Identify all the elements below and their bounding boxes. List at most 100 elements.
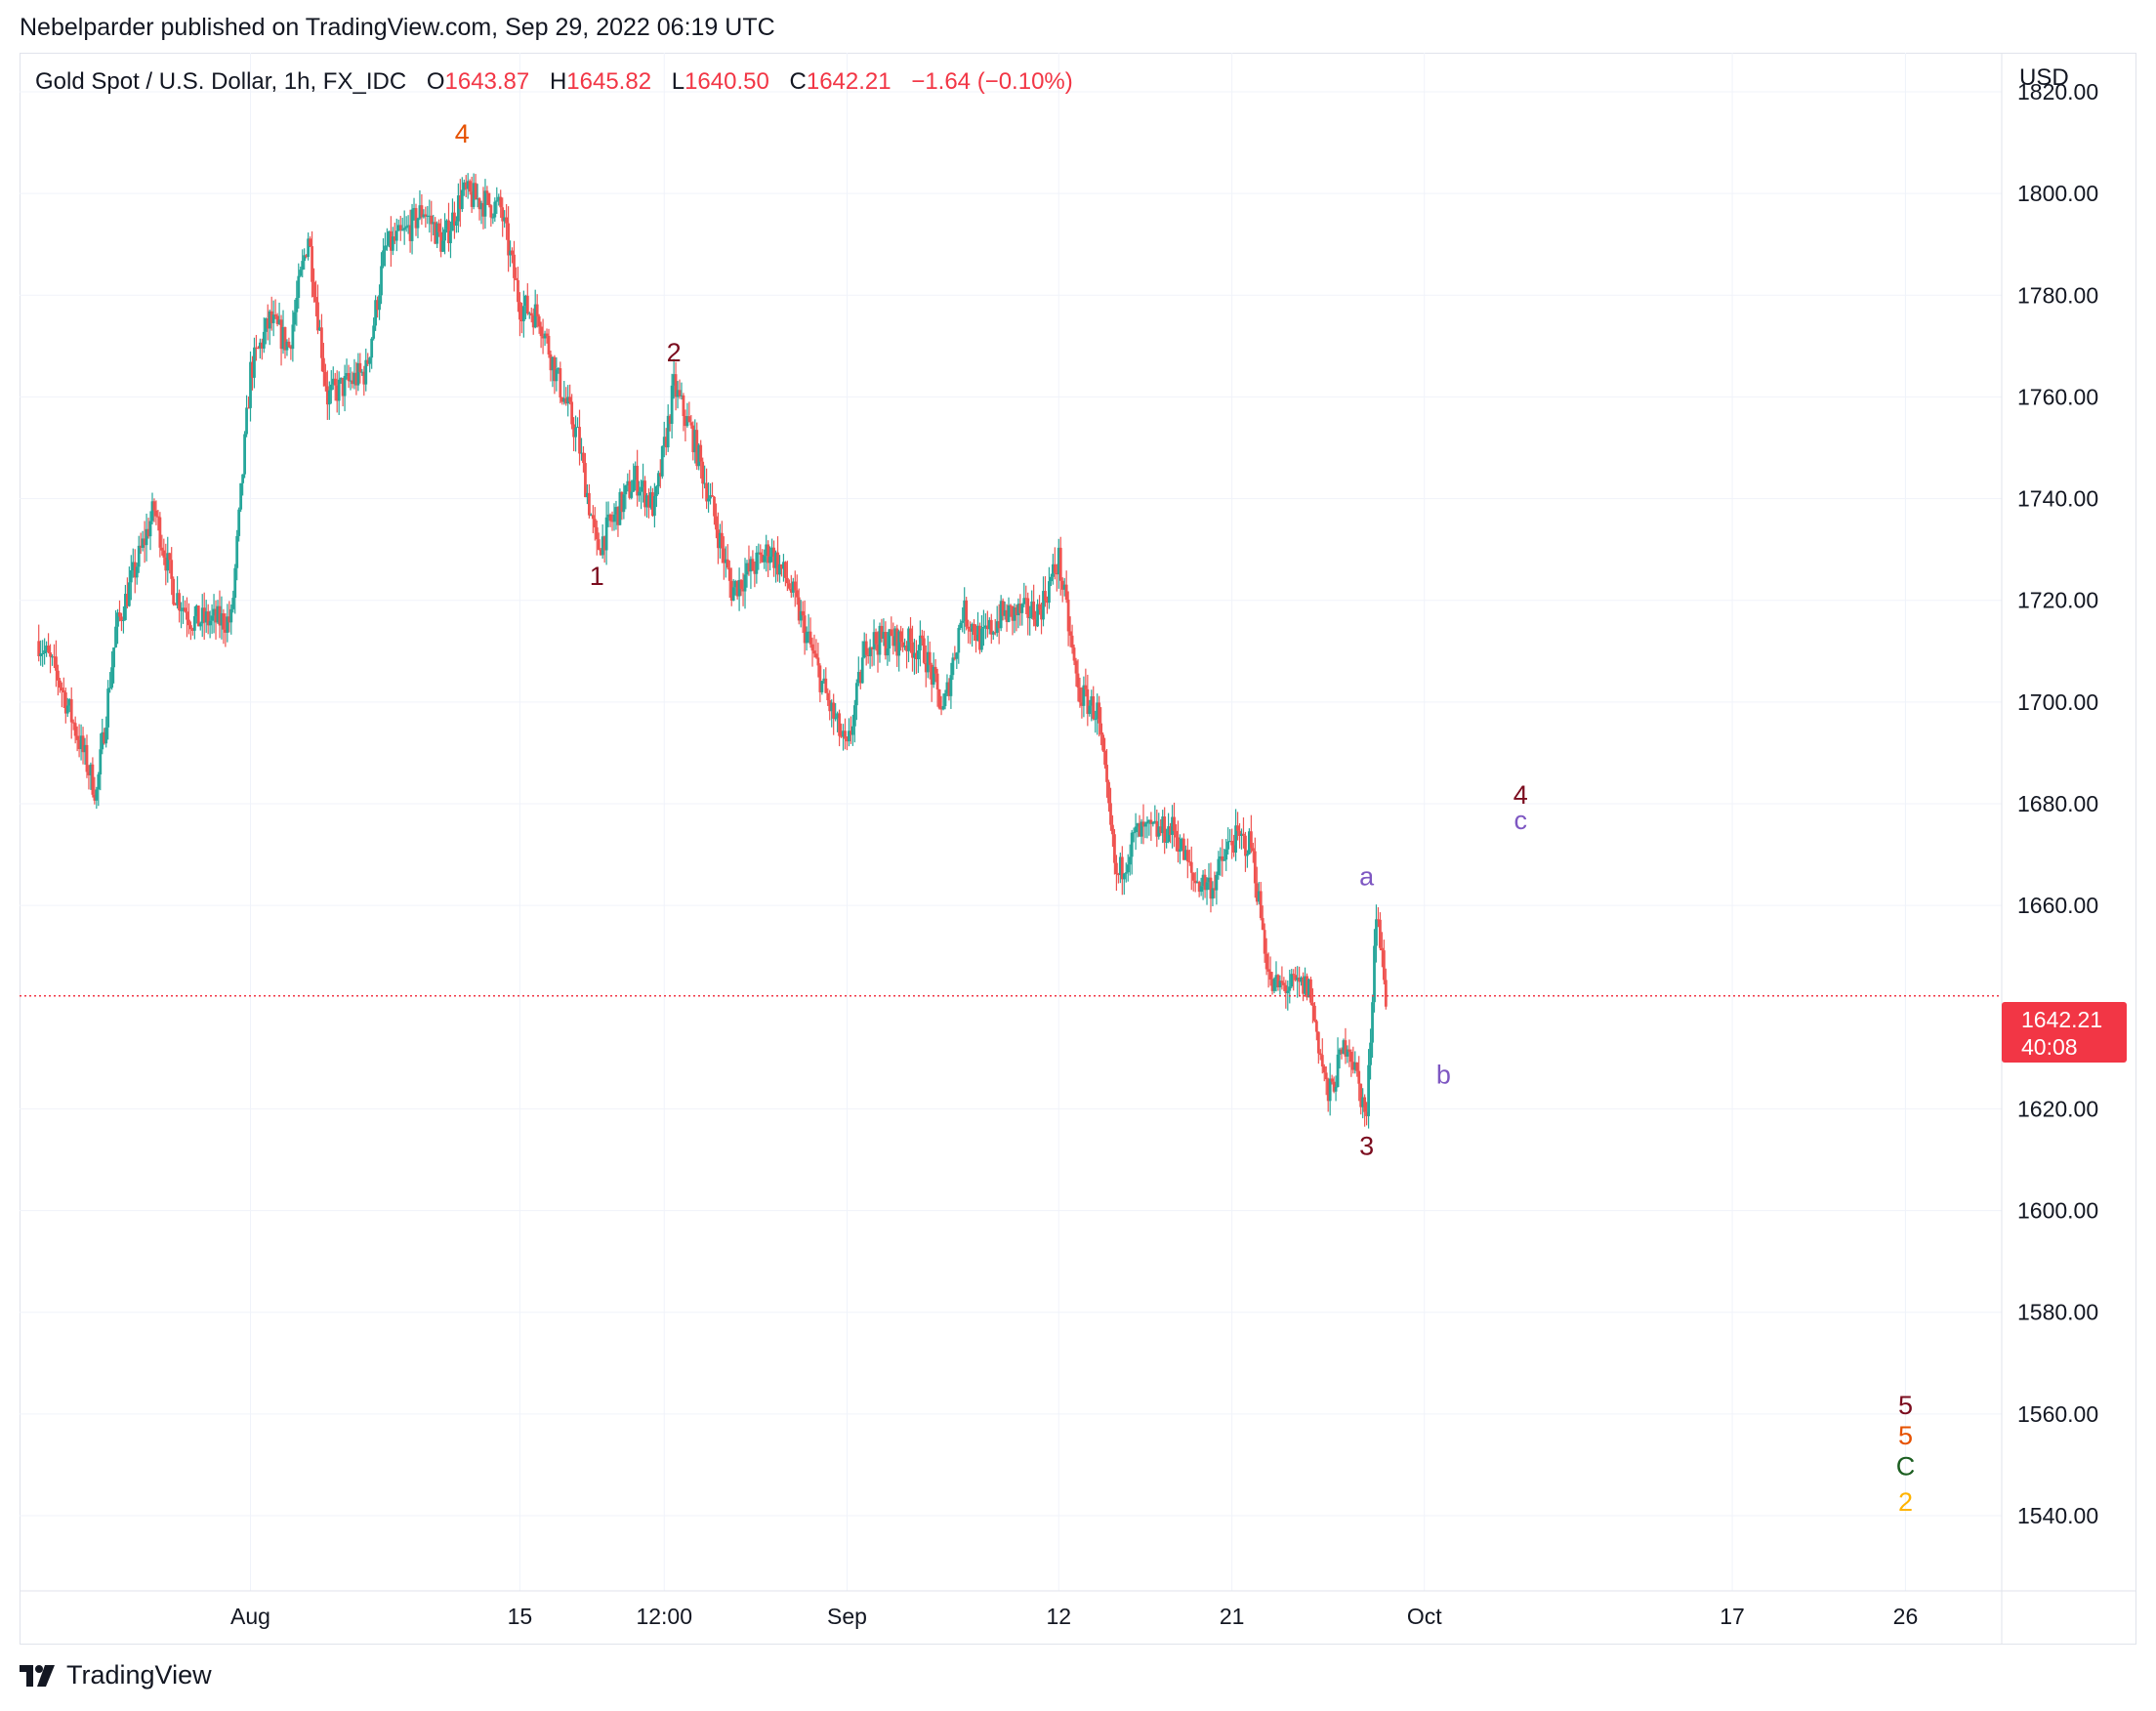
candle-body — [1182, 838, 1185, 860]
candle-body — [202, 607, 206, 623]
candle-body — [479, 202, 483, 210]
candle-body — [150, 501, 154, 522]
candle-body — [634, 465, 638, 480]
candle-body — [604, 517, 608, 551]
candle-body — [983, 625, 987, 627]
chart-frame — [20, 53, 2136, 1645]
candle-body — [204, 611, 208, 623]
candle-body — [606, 514, 610, 518]
candle-body — [1082, 685, 1086, 706]
candle-body — [1070, 635, 1074, 648]
candle-body — [1236, 825, 1239, 831]
candle-body — [1015, 607, 1018, 615]
candle-body — [1375, 919, 1378, 946]
candle-body — [1048, 581, 1051, 604]
candle-body — [1346, 1049, 1349, 1057]
candle-body — [967, 626, 971, 629]
candle-body — [830, 702, 834, 712]
y-tick-label: 1800.00 — [2017, 181, 2098, 206]
candle-body — [890, 629, 893, 637]
candle-body — [1361, 1097, 1365, 1107]
candle-body — [1322, 1066, 1326, 1073]
candle-body — [273, 314, 277, 316]
candle-body — [566, 396, 570, 404]
candle-body — [281, 326, 285, 350]
candle-body — [521, 306, 525, 322]
candle-body — [795, 590, 799, 598]
candle-body — [515, 277, 518, 280]
candle-body — [511, 250, 514, 255]
candle-body — [1053, 563, 1057, 573]
candle-body — [668, 415, 672, 424]
candle-body — [1130, 832, 1134, 857]
candle-body — [241, 474, 245, 483]
candle-body — [1359, 1083, 1363, 1107]
candle-body — [83, 744, 87, 753]
candle-body — [314, 297, 317, 303]
candle-body — [158, 517, 162, 548]
candle-body — [447, 220, 450, 244]
candle-body — [959, 622, 963, 629]
candle-body — [1122, 873, 1126, 880]
candle-body — [1342, 1040, 1346, 1054]
candle-body — [564, 397, 568, 404]
candle-body — [493, 201, 497, 218]
candle-body — [339, 378, 343, 380]
candle-body — [991, 632, 995, 635]
candle-body — [999, 601, 1003, 629]
candle-body — [358, 362, 362, 373]
candle-body — [389, 230, 393, 251]
candle-body — [989, 619, 993, 635]
candle-body — [1169, 826, 1172, 835]
candle-body — [1251, 848, 1255, 852]
candle-body — [826, 692, 830, 701]
candle-body — [1318, 1053, 1322, 1056]
candle-body — [93, 794, 97, 801]
candle-body — [435, 223, 439, 244]
candle-body — [210, 615, 214, 621]
candle-body — [287, 341, 291, 347]
candle-body — [678, 390, 682, 396]
candle-body — [103, 731, 106, 744]
candle-body — [549, 354, 553, 371]
candle-body — [410, 209, 414, 241]
candle-body — [846, 738, 849, 742]
candle-body — [198, 623, 202, 627]
candle-body — [116, 612, 119, 627]
candle-body — [626, 480, 630, 486]
candle-body — [724, 559, 727, 563]
candle-body — [1296, 977, 1300, 981]
candle-body — [805, 632, 808, 644]
candle-body — [1003, 609, 1007, 616]
candle-body — [57, 670, 60, 681]
candle-body — [963, 600, 967, 621]
price-chart[interactable]: Aug 15 12:00 Sep 12 21 Oct 17 26 1820.001800.001… — [20, 53, 2136, 1645]
candle-body — [1191, 872, 1195, 881]
wave-label: c — [1514, 806, 1528, 835]
candle-body — [799, 610, 803, 621]
candle-body — [466, 181, 470, 189]
candle-body — [630, 491, 634, 498]
candle-body — [801, 610, 805, 616]
high-value: 1645.82 — [566, 68, 652, 95]
candle-body — [907, 628, 910, 651]
candle-body — [218, 605, 222, 626]
candle-body — [277, 319, 281, 324]
candle-body — [755, 552, 759, 574]
footer[interactable]: TradingView — [20, 1660, 212, 1690]
candle-body — [1211, 888, 1215, 899]
candle-body — [251, 361, 254, 378]
candle-body — [776, 552, 779, 575]
candle-body — [1280, 981, 1284, 983]
candle-body — [533, 304, 537, 328]
candle-body — [291, 324, 295, 350]
candle-body — [980, 628, 983, 650]
candle-body — [610, 521, 614, 522]
candle-body — [1024, 598, 1028, 600]
y-tick-label: 1580.00 — [2017, 1300, 2098, 1325]
candle-body — [434, 222, 437, 244]
candle-body — [874, 632, 878, 645]
candle-body — [101, 731, 104, 750]
candle-body — [780, 563, 783, 569]
candle-body — [1147, 819, 1151, 822]
